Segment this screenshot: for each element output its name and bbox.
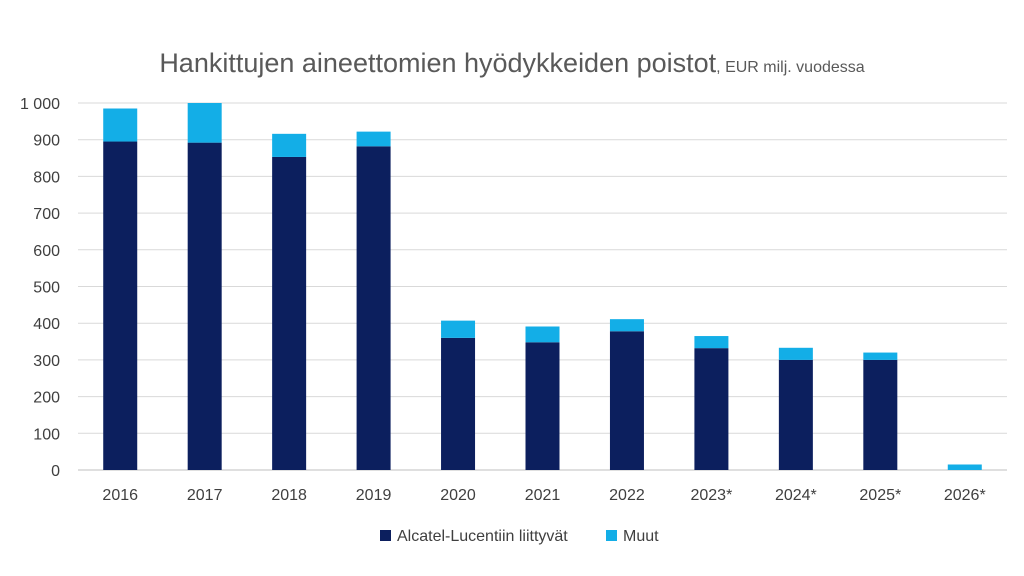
bar-2022-alcatel-lucent	[609, 331, 644, 470]
bar-2018-muut	[272, 133, 307, 157]
y-axis-ticks: 0 100 200 300 400 500 600 700 800 900 1 000	[20, 96, 60, 480]
y-tick-label: 600	[33, 243, 60, 260]
bars	[103, 103, 982, 471]
bar-2017-muut	[187, 103, 222, 143]
x-tick-label: 2022	[609, 487, 645, 504]
bar-2023-muut	[694, 336, 729, 349]
chart-title-main: Hankittujen aineettomien hyödykkeiden po…	[159, 48, 716, 78]
y-tick-label: 0	[51, 463, 60, 480]
chart-title: Hankittujen aineettomien hyödykkeiden po…	[159, 48, 864, 78]
bar-2021-alcatel-lucent	[525, 342, 560, 470]
x-tick-label: 2023*	[690, 487, 732, 504]
x-tick-label: 2025*	[859, 487, 901, 504]
y-tick-label: 400	[33, 316, 60, 333]
gridlines	[78, 102, 1007, 471]
y-tick-label: 700	[33, 206, 60, 223]
bar-2020-muut	[441, 320, 476, 338]
y-tick-label: 300	[33, 353, 60, 370]
x-tick-label: 2018	[271, 487, 307, 504]
bar-2025-muut	[863, 352, 898, 360]
bar-2019-muut	[356, 131, 391, 147]
legend: Alcatel-Lucentiin liittyvät Muut	[380, 528, 659, 545]
bar-2024-alcatel-lucent	[778, 359, 813, 470]
x-tick-label: 2026*	[944, 487, 986, 504]
bar-2016-alcatel-lucent	[103, 141, 138, 470]
y-tick-label: 900	[33, 133, 60, 150]
x-tick-label: 2024*	[775, 487, 817, 504]
y-tick-label: 100	[33, 426, 60, 443]
x-axis-ticks: 2016 2017 2018 2019 2020 2021 2022 2023* 2024* 20…	[102, 487, 985, 504]
bar-2024-muut	[778, 347, 813, 360]
bar-2022-muut	[609, 319, 644, 332]
legend-swatch-alcatel-lucent	[380, 530, 391, 541]
x-tick-label: 2020	[440, 487, 476, 504]
bar-2021-muut	[525, 326, 560, 343]
bar-2020-alcatel-lucent	[441, 337, 476, 470]
bar-2026-muut	[947, 464, 982, 470]
x-tick-label: 2021	[525, 487, 561, 504]
x-tick-label: 2017	[187, 487, 223, 504]
y-tick-label: 800	[33, 169, 60, 186]
bar-2017-alcatel-lucent	[187, 142, 222, 471]
y-tick-label: 1 000	[20, 96, 60, 113]
bar-2023-alcatel-lucent	[694, 348, 729, 470]
bar-2018-alcatel-lucent	[272, 156, 307, 470]
legend-label-muut: Muut	[623, 528, 659, 545]
y-tick-label: 500	[33, 280, 60, 297]
legend-swatch-muut	[606, 530, 617, 541]
bar-2016-muut	[103, 108, 138, 142]
bar-2019-alcatel-lucent	[356, 146, 391, 470]
x-tick-label: 2016	[102, 487, 138, 504]
x-tick-label: 2019	[356, 487, 392, 504]
y-tick-label: 200	[33, 390, 60, 407]
legend-label-alcatel-lucent: Alcatel-Lucentiin liittyvät	[397, 528, 568, 545]
chart-title-subtitle: , EUR milj. vuodessa	[716, 59, 865, 76]
bar-2025-alcatel-lucent	[863, 359, 898, 470]
